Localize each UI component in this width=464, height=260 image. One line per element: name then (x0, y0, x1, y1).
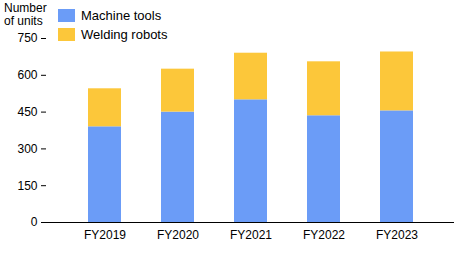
html-text:Machine tools: Machine tools (81, 8, 162, 23)
svg-text:FY2021: FY2021 (230, 228, 272, 242)
svg-text:300: 300 (17, 142, 37, 156)
svg-text:FY2020: FY2020 (157, 228, 199, 242)
html-text:Welding robots: Welding robots (81, 27, 168, 42)
svg-text:FY2023: FY2023 (376, 228, 418, 242)
svg-text:450: 450 (17, 105, 37, 119)
html-text:Number of units: Number of units (4, 1, 47, 28)
svg-text:750: 750 (17, 31, 37, 45)
svg-text:600: 600 (17, 68, 37, 82)
svg-text:150: 150 (17, 179, 37, 193)
svg-text:FY2022: FY2022 (303, 228, 345, 242)
svg-text:0: 0 (31, 215, 38, 229)
svg-text:FY2019: FY2019 (84, 228, 126, 242)
